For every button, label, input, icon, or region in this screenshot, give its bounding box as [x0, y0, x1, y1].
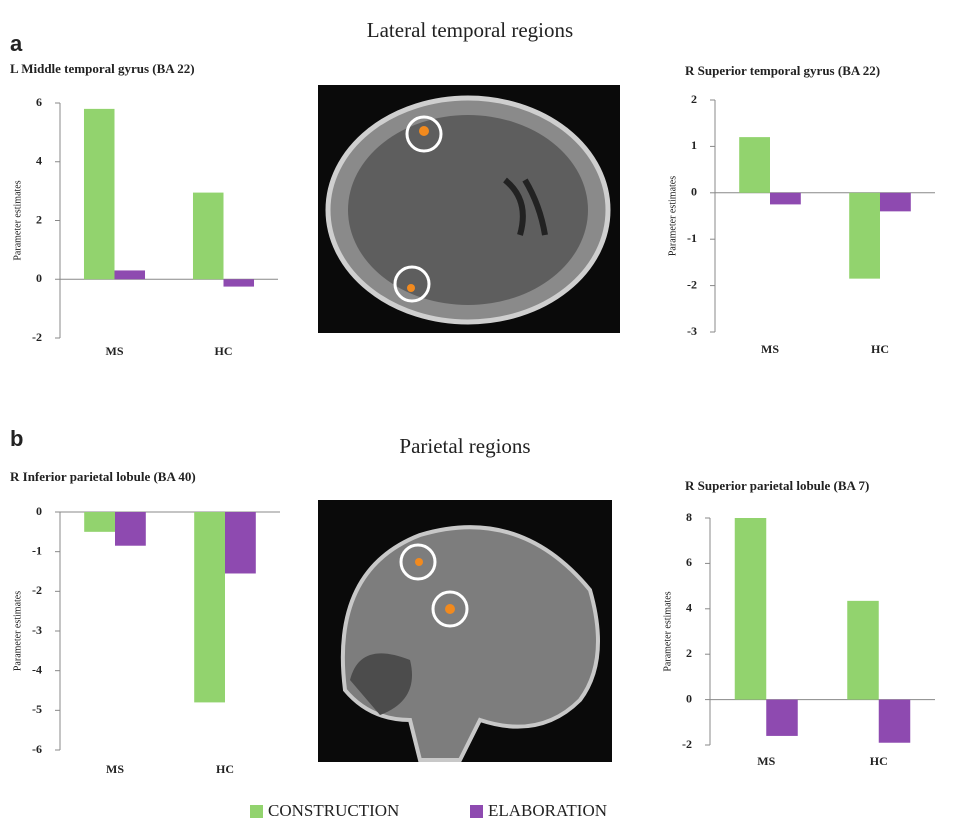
- y-tick-label: 2: [36, 212, 42, 226]
- chart-title: R Superior parietal lobule (BA 7): [685, 478, 869, 493]
- panel-label: b: [10, 426, 23, 451]
- panel-title: Lateral temporal regions: [367, 18, 573, 42]
- y-axis-label: Parameter estimates: [662, 591, 673, 671]
- y-tick-label: 2: [686, 646, 692, 660]
- x-tick-label: HC: [871, 342, 889, 356]
- y-tick-label: 0: [36, 504, 42, 518]
- y-tick-label: 2: [691, 92, 697, 106]
- chart-title: L Middle temporal gyrus (BA 22): [10, 61, 195, 76]
- bar: [193, 193, 224, 280]
- y-tick-label: 4: [686, 601, 692, 615]
- y-tick-label: -3: [32, 623, 42, 637]
- y-tick-label: -3: [687, 324, 697, 338]
- x-tick-label: MS: [106, 344, 124, 358]
- bar: [194, 512, 225, 702]
- y-tick-label: 0: [691, 185, 697, 199]
- y-tick-label: 6: [686, 555, 692, 569]
- x-tick-label: HC: [216, 762, 234, 776]
- bar: [849, 193, 880, 279]
- figure: a Lateral temporal regions b Parietal regio…: [0, 0, 963, 825]
- y-tick-label: -4: [32, 662, 42, 676]
- bar: [739, 137, 770, 193]
- y-tick-label: -2: [32, 583, 42, 597]
- y-tick-label: 8: [686, 510, 692, 524]
- y-tick-label: -1: [687, 231, 697, 245]
- bar: [847, 601, 879, 700]
- y-tick-label: 1: [691, 138, 697, 152]
- x-tick-label: MS: [761, 342, 779, 356]
- bar: [770, 193, 801, 205]
- panel-title: Parietal regions: [399, 434, 530, 458]
- bar: [84, 512, 115, 532]
- legend-label: CONSTRUCTION: [268, 801, 399, 820]
- y-tick-label: 6: [36, 95, 42, 109]
- bar: [766, 700, 798, 736]
- x-tick-label: HC: [215, 344, 233, 358]
- bar: [224, 279, 255, 286]
- legend-swatch: [250, 805, 263, 818]
- chart-title: R Inferior parietal lobule (BA 40): [10, 469, 196, 484]
- y-tick-label: 0: [686, 691, 692, 705]
- x-tick-label: MS: [106, 762, 124, 776]
- bar: [879, 700, 911, 743]
- y-axis-label: Parameter estimates: [667, 176, 678, 256]
- bar: [115, 512, 146, 546]
- bar: [84, 109, 115, 279]
- y-axis-label: Parameter estimates: [12, 591, 23, 671]
- y-tick-label: 0: [36, 271, 42, 285]
- brain-sagittal: [318, 500, 612, 762]
- y-tick-label: -2: [687, 277, 697, 291]
- chart-title: R Superior temporal gyrus (BA 22): [685, 63, 880, 78]
- legend-label: ELABORATION: [488, 801, 607, 820]
- bar: [115, 270, 146, 279]
- y-tick-label: -1: [32, 543, 42, 557]
- bar: [735, 518, 767, 700]
- y-axis-label: Parameter estimates: [12, 180, 23, 260]
- y-tick-label: -6: [32, 742, 42, 756]
- y-tick-label: -2: [32, 330, 42, 344]
- brain-axial: [318, 85, 620, 333]
- legend-swatch: [470, 805, 483, 818]
- panel-label: a: [10, 31, 23, 56]
- y-tick-label: -2: [682, 737, 692, 751]
- x-tick-label: MS: [757, 754, 775, 768]
- y-tick-label: 4: [36, 154, 42, 168]
- y-tick-label: -5: [32, 702, 42, 716]
- bar: [225, 512, 256, 573]
- bar: [880, 193, 911, 212]
- x-tick-label: HC: [870, 754, 888, 768]
